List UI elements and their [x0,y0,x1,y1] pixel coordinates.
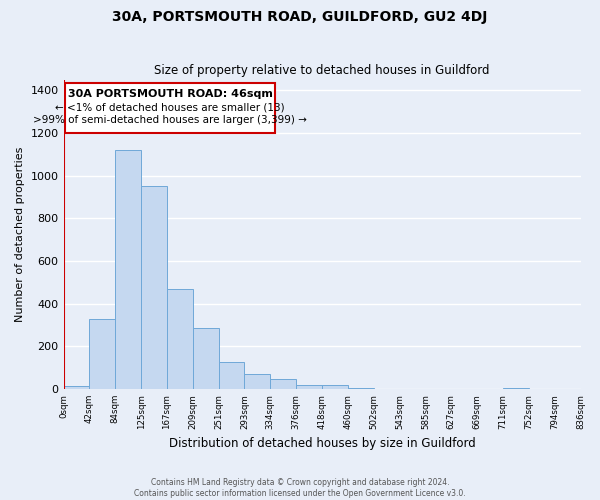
Text: >99% of semi-detached houses are larger (3,399) →: >99% of semi-detached houses are larger … [33,116,307,126]
Bar [115,150,141,389]
Bar [167,288,193,389]
Text: 30A PORTSMOUTH ROAD: 46sqm: 30A PORTSMOUTH ROAD: 46sqm [68,89,272,99]
Bar [64,386,89,389]
Bar [141,186,167,389]
Bar [503,388,529,389]
X-axis label: Distribution of detached houses by size in Guildford: Distribution of detached houses by size … [169,437,475,450]
Bar [193,328,218,389]
FancyBboxPatch shape [65,83,275,133]
Title: Size of property relative to detached houses in Guildford: Size of property relative to detached ho… [154,64,490,77]
Text: 30A, PORTSMOUTH ROAD, GUILDFORD, GU2 4DJ: 30A, PORTSMOUTH ROAD, GUILDFORD, GU2 4DJ [112,10,488,24]
Bar [296,384,322,389]
Bar [89,318,115,389]
Bar [348,388,374,389]
Text: ← <1% of detached houses are smaller (13): ← <1% of detached houses are smaller (13… [55,103,285,113]
Bar [244,374,271,389]
Bar [322,384,348,389]
Y-axis label: Number of detached properties: Number of detached properties [15,146,25,322]
Bar [218,362,244,389]
Text: Contains HM Land Registry data © Crown copyright and database right 2024.
Contai: Contains HM Land Registry data © Crown c… [134,478,466,498]
Bar [271,380,296,389]
